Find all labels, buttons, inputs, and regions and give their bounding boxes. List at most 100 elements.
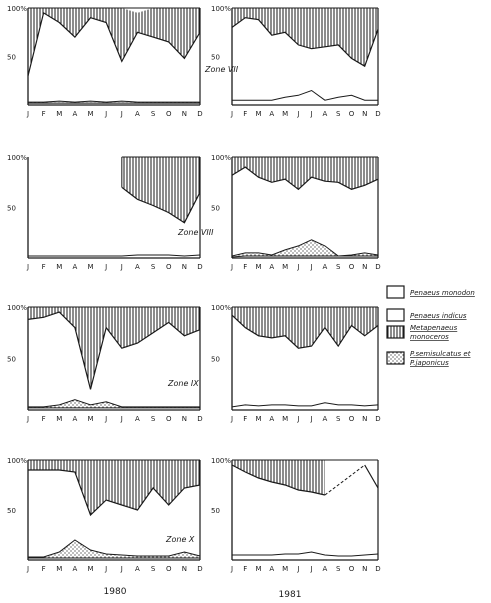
legend-entry-semisulcatus: P.semisulcatus etP.japonicus: [386, 350, 471, 367]
semisulcatus-area: [232, 239, 378, 257]
monoceros-area: [232, 460, 325, 495]
month-tick-label: O: [166, 110, 172, 118]
y-tick-label: 100%: [7, 457, 27, 465]
month-tick-label: N: [362, 565, 367, 573]
month-tick-label: A: [269, 415, 274, 423]
y-tick-label: 100%: [7, 5, 27, 13]
legend-entry-indicus: Penaeus indicus: [386, 308, 467, 322]
indicus-line: [232, 89, 378, 101]
month-tick-label: O: [349, 263, 355, 271]
month-tick-label: A: [323, 415, 328, 423]
month-tick-label: A: [323, 263, 328, 271]
month-tick-label: S: [336, 263, 341, 271]
month-tick-label: M: [88, 565, 94, 573]
legend-label: P.japonicus: [410, 359, 449, 367]
month-tick-label: F: [42, 263, 46, 271]
month-tick-label: M: [56, 415, 62, 423]
legend-label: Penaeus indicus: [410, 312, 467, 320]
month-tick-label: O: [349, 565, 355, 573]
semisulcatus-line: [28, 100, 200, 103]
month-tick-label: J: [120, 415, 123, 423]
legend-swatch: [386, 285, 405, 299]
month-tick-label: A: [73, 263, 78, 271]
month-tick-label: M: [88, 415, 94, 423]
month-tick-label: S: [336, 565, 341, 573]
month-tick-label: M: [282, 263, 288, 271]
y-tick-label: 50: [7, 356, 16, 364]
month-tick-label: J: [296, 415, 299, 423]
month-tick-label: D: [197, 110, 202, 118]
month-tick-label: A: [269, 263, 274, 271]
legend-label: P.semisulcatus et: [410, 350, 471, 358]
monoceros-area: [232, 8, 378, 67]
month-tick-label: J: [26, 565, 29, 573]
month-tick-label: M: [56, 565, 62, 573]
month-tick-label: A: [269, 110, 274, 118]
y-tick-label: 100%: [211, 154, 231, 162]
month-tick-label: A: [323, 565, 328, 573]
monoceros-boundary-line: [28, 469, 201, 517]
monoceros-boundary-line: [121, 186, 201, 224]
y-tick-label: 100%: [7, 154, 27, 162]
month-tick-label: F: [42, 565, 46, 573]
month-tick-label: A: [73, 415, 78, 423]
month-tick-label: D: [375, 415, 380, 423]
month-tick-label: N: [182, 263, 187, 271]
month-tick-label: A: [73, 110, 78, 118]
month-tick-label: M: [282, 415, 288, 423]
zone-label: Zone X: [165, 535, 195, 544]
monoceros-boundary-line: [231, 166, 379, 191]
month-tick-label: J: [230, 415, 233, 423]
y-tick-label: 100%: [7, 304, 27, 312]
month-tick-label: O: [166, 263, 172, 271]
month-tick-label: F: [42, 110, 46, 118]
month-tick-label: F: [243, 565, 247, 573]
legend-label: monoceros: [410, 333, 449, 341]
month-tick-label: M: [56, 110, 62, 118]
monoceros-boundary-line: [231, 17, 379, 68]
month-tick-label: N: [182, 565, 187, 573]
monoceros-area: [28, 307, 200, 390]
month-tick-label: J: [296, 263, 299, 271]
month-tick-label: S: [151, 110, 156, 118]
month-tick-label: M: [88, 263, 94, 271]
month-tick-label: N: [182, 415, 187, 423]
month-tick-label: O: [166, 565, 172, 573]
month-tick-label: J: [104, 263, 107, 271]
monoceros-area: [28, 460, 200, 515]
y-tick-label: 50: [7, 54, 16, 62]
monoceros-area: [121, 157, 200, 223]
indicus-line: [231, 255, 378, 258]
month-tick-label: N: [182, 110, 187, 118]
month-tick-label: J: [296, 110, 299, 118]
month-tick-label: J: [120, 110, 123, 118]
semisulcatus-line: [28, 399, 200, 408]
month-tick-label: J: [310, 263, 313, 271]
month-tick-label: J: [26, 415, 29, 423]
month-tick-label: M: [282, 110, 288, 118]
monoceros-boundary-line: [231, 464, 326, 496]
month-tick-label: M: [256, 565, 262, 573]
panel-9-year_1980: 100% 50 J F M A M J J A S O N D: [7, 304, 203, 423]
month-tick-label: J: [296, 565, 299, 573]
month-tick-label: A: [135, 263, 140, 271]
month-tick-label: D: [197, 415, 202, 423]
month-tick-label: S: [336, 415, 341, 423]
semisulcatus-area: [28, 399, 200, 408]
month-tick-label: J: [230, 565, 233, 573]
month-tick-label: J: [310, 110, 313, 118]
legend-label: Metapenaeus: [410, 324, 458, 332]
month-tick-label: D: [375, 263, 380, 271]
month-tick-label: O: [166, 415, 172, 423]
month-tick-label: J: [120, 565, 123, 573]
monoceros-boundary-line: [27, 311, 201, 390]
month-tick-label: A: [73, 565, 78, 573]
legend-swatch: [386, 308, 405, 322]
panel-10-year_1980: 100% 50 J F M A M J J A S O N D: [7, 457, 203, 573]
panel-7-year_1981: 100%50J F M A M J J A S O N D: [211, 5, 381, 118]
month-tick-label: F: [243, 415, 247, 423]
month-tick-label: D: [375, 110, 380, 118]
month-tick-label: F: [243, 263, 247, 271]
y-tick-label: 50: [211, 54, 220, 62]
